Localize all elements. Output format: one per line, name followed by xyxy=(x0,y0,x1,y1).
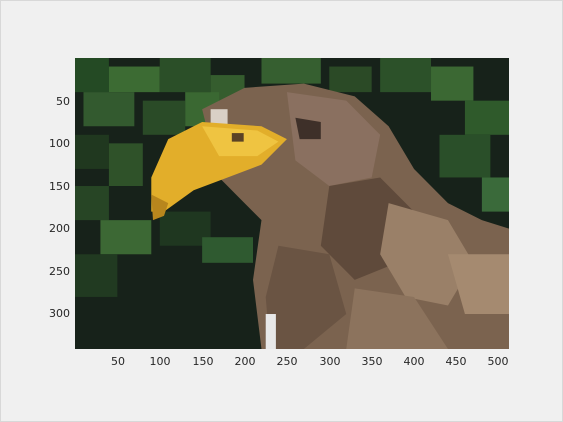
x-tick-label: 450 xyxy=(441,356,471,368)
x-tick-label: 400 xyxy=(399,356,429,368)
x-tick-label: 150 xyxy=(188,356,218,368)
y-tick-label: 150 xyxy=(40,181,70,193)
x-tick-label: 100 xyxy=(145,356,175,368)
x-tick-label: 350 xyxy=(357,356,387,368)
x-tick-label: 500 xyxy=(483,356,513,368)
image-axes[interactable] xyxy=(75,58,509,349)
y-tick-label: 50 xyxy=(40,96,70,108)
eagle-image xyxy=(75,58,509,349)
y-tick-label: 200 xyxy=(40,223,70,235)
x-tick-label: 300 xyxy=(315,356,345,368)
y-tick-label: 300 xyxy=(40,308,70,320)
x-tick-label: 50 xyxy=(103,356,133,368)
x-tick-label: 250 xyxy=(272,356,302,368)
y-tick-label: 250 xyxy=(40,266,70,278)
x-tick-label: 200 xyxy=(230,356,260,368)
y-tick-label: 100 xyxy=(40,138,70,150)
